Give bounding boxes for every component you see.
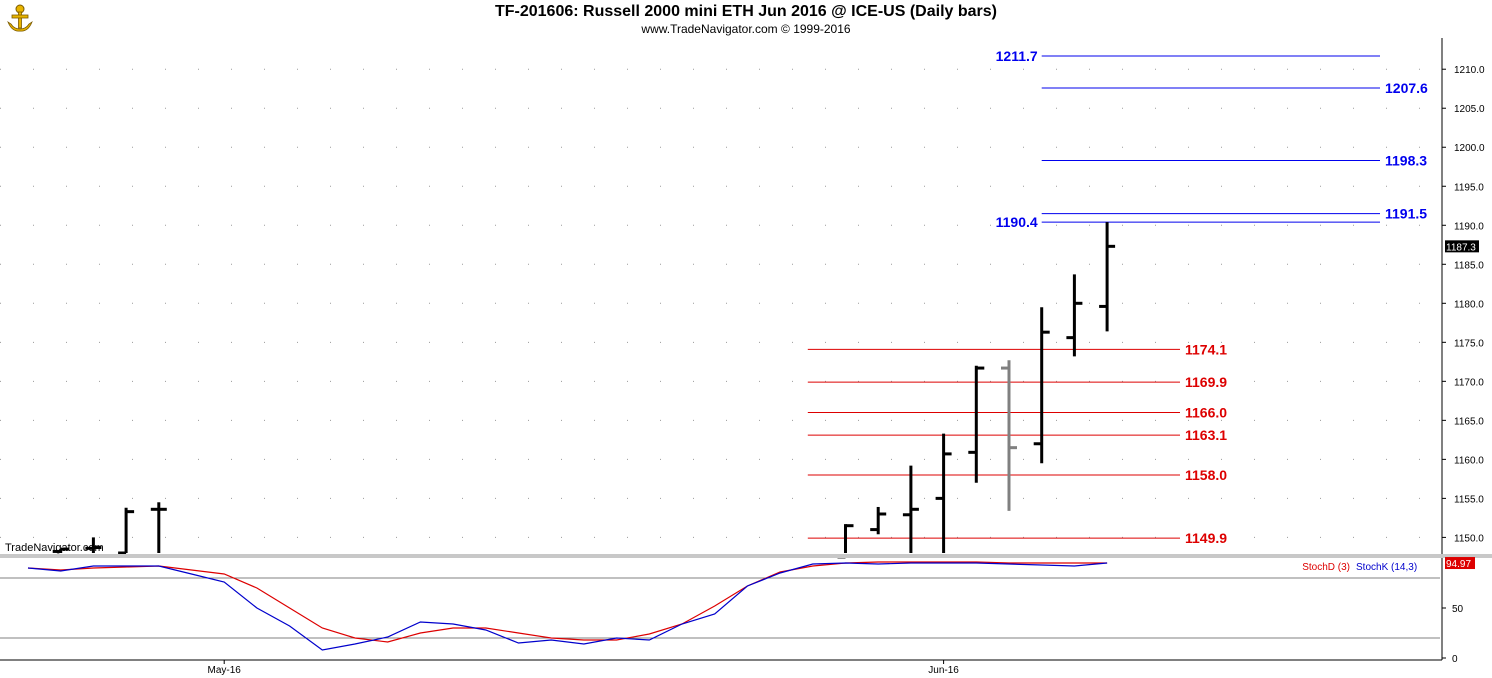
ohlc-bar <box>118 507 135 555</box>
level-label: 1169.9 <box>1185 374 1227 390</box>
level-label: 1174.1 <box>1185 341 1227 357</box>
price-tick-label: 1195.0 <box>1454 182 1484 193</box>
stoch-value-badge <box>1445 557 1475 570</box>
date-axis: May-16 Jun-16 <box>0 659 1442 676</box>
price-tick-label: 1190.0 <box>1454 221 1484 232</box>
level-label: 1198.3 <box>1385 153 1427 169</box>
level-label: 1158.0 <box>1185 467 1227 483</box>
last-price-badge <box>1445 240 1479 253</box>
ohlc-bar <box>1033 307 1050 464</box>
stochastic-panel: 0 50 94.97 StochD (3) StochK (14,3) <box>0 554 1492 665</box>
ohlc-bar <box>1066 274 1083 357</box>
price-tick-label: 1170.0 <box>1454 377 1484 388</box>
price-tick-label: 1150.0 <box>1454 533 1484 544</box>
ohlc-bar <box>935 433 952 553</box>
tradenavigator-watermark: TradeNavigator.com <box>5 542 104 554</box>
level-lines: 1211.7 1207.6 1198.3 1191.5 1190.4 1174.1 1169… <box>807 48 1428 546</box>
level-label: 1191.5 <box>1385 206 1427 222</box>
level-label: 1149.9 <box>1185 530 1227 546</box>
ohlc-bar <box>968 365 985 483</box>
tradenavigator-anchor-icon <box>4 2 36 34</box>
price-axis: 1150.0 1155.0 1160.0 1165.0 1170.0 1175.0 1180… <box>1441 38 1485 660</box>
ohlc-bar <box>902 465 919 553</box>
stochk-line <box>27 562 1108 651</box>
ohlc-bar <box>85 537 102 553</box>
price-tick-label: 1165.0 <box>1454 416 1484 427</box>
price-tick-label: 1160.0 <box>1454 455 1484 466</box>
ohlc-bar <box>870 506 887 535</box>
price-tick-label: 1155.0 <box>1454 494 1484 505</box>
ohlc-bar <box>150 502 167 553</box>
chart-subtitle: www.TradeNavigator.com © 1999-2016 <box>641 22 851 36</box>
ohlc-bar <box>1001 360 1017 511</box>
price-tick-label: 1180.0 <box>1454 299 1484 310</box>
chart-title: TF-201606: Russell 2000 mini ETH Jun 201… <box>494 3 997 20</box>
panel-separator <box>0 554 1492 558</box>
date-tick-label: Jun-16 <box>928 665 959 676</box>
price-tick-label: 1175.0 <box>1454 338 1484 349</box>
ohlc-bar <box>52 547 69 553</box>
chart-area: 1211.7 1207.6 1198.3 1191.5 1190.4 1174.1 1169… <box>0 38 1492 678</box>
price-tick-label: 1205.0 <box>1454 104 1485 115</box>
price-tick-label: 1200.0 <box>1454 143 1485 154</box>
legend-stochd: StochD (3) <box>1302 562 1350 573</box>
level-label: 1166.0 <box>1185 405 1227 421</box>
stochd-line <box>27 561 1108 643</box>
stoch-value-label: 94.97 <box>1446 559 1471 570</box>
stoch-tick-label: 0 <box>1452 654 1458 665</box>
price-tick-label: 1210.0 <box>1454 65 1485 76</box>
stoch-tick-label: 50 <box>1452 604 1464 615</box>
chart-header: TF-201606: Russell 2000 mini ETH Jun 201… <box>0 0 1492 38</box>
date-tick-label: May-16 <box>208 665 242 676</box>
level-label: 1211.7 <box>996 48 1038 64</box>
legend-stochk: StochK (14,3) <box>1356 562 1417 573</box>
ohlc-bar <box>1099 222 1116 332</box>
last-price-label: 1187.3 <box>1446 242 1476 253</box>
price-tick-label: 1185.0 <box>1454 260 1484 271</box>
level-label: 1207.6 <box>1385 80 1428 96</box>
level-label: 1163.1 <box>1185 427 1227 443</box>
price-bars <box>52 222 1116 559</box>
level-label: 1190.4 <box>996 214 1038 230</box>
